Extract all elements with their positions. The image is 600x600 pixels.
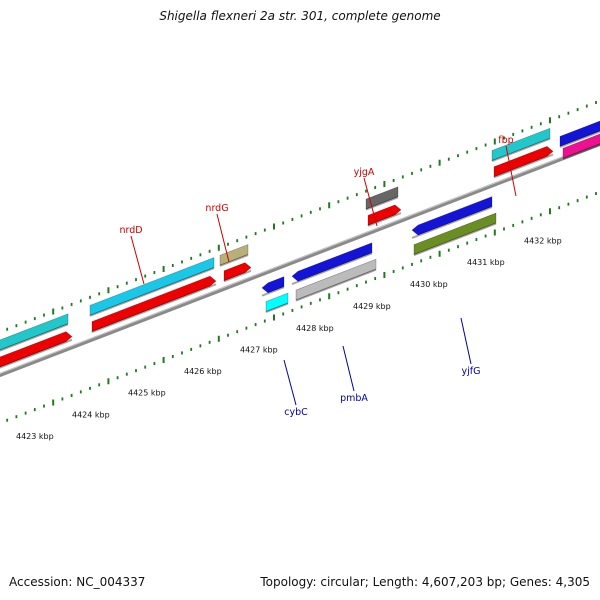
gene-feature-right-blue	[559, 120, 600, 147]
gene-feature-right-blue-shadow	[559, 130, 600, 148]
gene-feature-nrdG	[219, 244, 249, 266]
gene-feature-fbp-shadow	[491, 137, 551, 163]
gene-feature-nrdD	[89, 257, 215, 316]
gene-label-yjfG: yjfG	[462, 366, 481, 377]
gene-feature-nrdG-shadow	[219, 254, 249, 267]
leader-yjfG	[460, 317, 472, 365]
scale-labels: 4423 kbp 4424 kbp 4425 kbp 4426 kbp 4427 kbp…	[16, 236, 562, 441]
gene-label-nrdD: nrdD	[119, 225, 142, 236]
scale-label: 4429 kbp	[353, 302, 391, 311]
scale-label: 4432 kbp	[524, 236, 562, 245]
gene-feature-yjfG	[413, 212, 497, 256]
scale-label: 4424 kbp	[72, 410, 110, 419]
gene-features	[0, 120, 600, 369]
leader-nrdG	[216, 213, 230, 263]
gene-feature-pmbA-shadow	[295, 268, 377, 302]
forward-strand-ticks	[6, 101, 597, 331]
genome-stats-label: Topology: circular; Length: 4,607,203 bp…	[260, 575, 590, 589]
leader-fbp	[505, 145, 517, 197]
cds-forward-shadow	[91, 283, 217, 334]
cds-reverse-shadow	[411, 206, 493, 239]
cds-forward-shadow	[223, 269, 252, 283]
scale-label: 4431 kbp	[467, 258, 505, 267]
gene-label-cybC: cybC	[284, 407, 308, 418]
gene-feature-fbp	[491, 127, 551, 162]
scale-label: 4428 kbp	[296, 324, 334, 333]
gene-labels: nrdD nrdG yjgA fbp cybC pmbA yjfG	[119, 135, 513, 418]
cds-forward-shadow	[0, 338, 73, 369]
gene-label-yjgA: yjgA	[354, 167, 375, 178]
cds-forward	[91, 275, 217, 333]
cds-forward-pink	[562, 133, 600, 159]
gene-feature-pmbA	[295, 258, 377, 301]
gene-feature-cybC	[265, 292, 289, 313]
gene-label-pmbA: pmbA	[340, 393, 368, 404]
scale-label: 4423 kbp	[16, 432, 54, 441]
backbone-line	[0, 141, 600, 378]
gene-feature-left-cyan	[0, 313, 69, 351]
cds-forward	[223, 262, 252, 282]
backbone-highlight	[0, 141, 600, 375]
cds-forward	[367, 204, 402, 226]
map-title: Shigella flexneri 2a str. 301, complete …	[159, 9, 441, 23]
genome-backbone	[0, 141, 600, 378]
gene-feature-left-cyan-shadow	[0, 323, 69, 352]
cds-reverse-shadow	[291, 252, 373, 286]
scale-label: 4430 kbp	[410, 280, 448, 289]
cds-forward-pink-shadow	[562, 143, 600, 160]
gene-feature-cybC-shadow	[265, 302, 289, 314]
gene-label-fbp: fbp	[498, 135, 513, 146]
label-leaders	[130, 145, 517, 406]
gene-label-nrdG: nrdG	[205, 203, 228, 214]
gene-feature-yjfG-shadow	[413, 222, 497, 257]
scale-label: 4427 kbp	[240, 346, 278, 355]
gene-feature-yjgA	[365, 186, 399, 210]
cds-reverse	[261, 276, 285, 294]
accession-label: Accession: NC_004337	[9, 575, 146, 589]
gene-feature-nrdD-shadow	[89, 267, 215, 317]
cds-reverse	[411, 196, 493, 236]
cds-forward	[0, 331, 73, 368]
cds-reverse-shadow	[261, 286, 285, 297]
leader-pmbA	[342, 345, 355, 392]
leader-nrdD	[130, 235, 145, 285]
cds-forward	[493, 146, 554, 178]
scale-label: 4425 kbp	[128, 389, 166, 398]
cds-reverse	[291, 242, 373, 282]
leader-cybC	[283, 359, 297, 406]
gene-feature-yjgA-shadow	[365, 196, 399, 211]
leader-yjgA	[363, 177, 378, 227]
cds-forward-shadow	[367, 212, 402, 227]
scale-label: 4426 kbp	[184, 367, 222, 376]
cds-forward-shadow	[493, 153, 554, 179]
reverse-strand-ticks	[6, 192, 597, 422]
